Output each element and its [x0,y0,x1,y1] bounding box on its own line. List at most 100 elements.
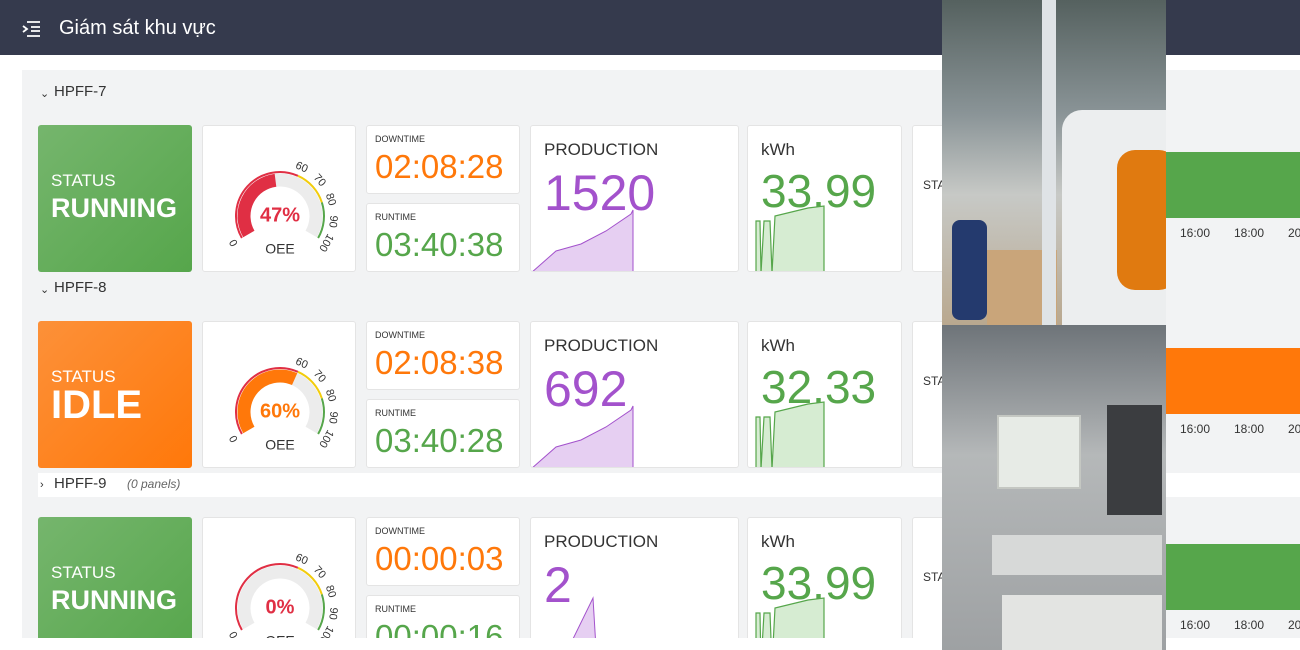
sparkline-area [755,401,825,467]
time-axis-label: 16:00 [1180,618,1211,632]
row-title[interactable]: HPFF-7 [54,83,107,100]
collapse-toggle[interactable]: ⌄ [40,88,50,100]
gauge-threshold [317,594,325,631]
gauge-threshold [235,171,299,239]
status-value: RUNNING [51,585,177,615]
kwh-sparkline [755,205,825,271]
stat-label: STA [923,570,946,584]
production-value: 2 [544,557,572,613]
production-label: PRODUCTION [544,140,659,159]
kwh-panel: kWh 32.33 [747,321,902,468]
gauge-value [237,369,298,434]
gauge-track [237,565,323,630]
runtime-panel: RUNTIME 03:40:38 [366,203,520,272]
time-axis-label: 18:00 [1234,422,1265,436]
status-label: STATUS [51,367,116,386]
gauge-tick-label: 80 [323,192,338,207]
downtime-panel: DOWNTIME 02:08:38 [366,321,520,390]
production-sparkline [532,405,634,467]
kwh-panel: kWh 33.99 [747,517,902,638]
time-axis-label: 20:00 [1288,618,1300,632]
runtime-panel: RUNTIME 00:00:16 [366,595,520,638]
gauge-tick-label: 90 [326,607,339,620]
gauge-tick-label: 100 [316,624,336,638]
gauge-tick-label: 0 [227,629,240,638]
collapse-toggle[interactable]: ⌄ [40,284,50,296]
time-axis-label: 20:00 [1288,422,1300,436]
oee-value: 0% [266,596,295,618]
stat-label: STA [923,178,946,192]
oee-label: OEE [265,241,295,257]
production-panel: PRODUCTION 692 [530,321,739,468]
sparkline-area [755,597,825,638]
downtime-label: DOWNTIME [375,134,425,144]
gauge-tick-label: 90 [326,215,339,228]
runtime-label: RUNTIME [375,212,416,222]
time-axis-label: 16:00 [1180,226,1211,240]
runtime-label: RUNTIME [375,408,416,418]
gauge-value [237,173,277,238]
downtime-label: DOWNTIME [375,330,425,340]
production-panel: PRODUCTION 2 [530,517,739,638]
kwh-label: kWh [761,140,795,159]
sparkline-area [572,596,596,638]
gauge-threshold [297,566,323,595]
runtime-value: 03:40:28 [375,422,504,459]
status-panel: STATUS RUNNING [38,517,192,638]
runtime-value: 00:00:16 [375,618,504,638]
kwh-value: 33.99 [761,165,877,217]
gauge-threshold [235,367,299,435]
gauge-tick-label: 80 [323,584,338,599]
time-axis-label: 16:00 [1180,422,1211,436]
gauge-tick-label: 60 [294,356,310,372]
oee-panel: 0 60 70 80 90 100 47% OEE [202,125,356,272]
gauge-tick-label: 0 [227,433,240,444]
kwh-value: 32.33 [761,361,877,413]
runtime-panel: RUNTIME 03:40:28 [366,399,520,468]
production-panel: PRODUCTION 1520 [530,125,739,272]
status-label: STATUS [51,171,116,190]
downtime-panel: DOWNTIME 02:08:28 [366,125,520,194]
downtime-value: 00:00:03 [375,540,504,577]
row-title[interactable]: HPFF-9 [54,475,107,492]
kwh-sparkline [755,597,825,638]
production-label: PRODUCTION [544,532,659,551]
downtime-value: 02:08:28 [375,148,504,185]
row-title[interactable]: HPFF-8 [54,279,107,296]
time-axis-label: 18:00 [1234,618,1265,632]
status-panel: STATUS IDLE [38,321,192,468]
photo-overlay-top [942,0,1166,325]
sparkline-area [532,405,634,467]
state-timeline-bar [1166,152,1300,218]
gauge-tick-label: 80 [323,388,338,403]
oee-label: OEE [265,437,295,453]
gauge-threshold [297,174,323,203]
runtime-value: 03:40:38 [375,226,504,263]
stat-label: STA [923,374,946,388]
page-title: Giám sát khu vực [59,17,216,39]
time-axis-label: 18:00 [1234,226,1265,240]
production-label: PRODUCTION [544,336,659,355]
menu-icon[interactable] [22,20,42,38]
oee-value: 60% [260,400,300,422]
gauge-threshold [235,563,299,631]
status-label: STATUS [51,563,116,582]
status-value: RUNNING [51,193,177,223]
production-sparkline [572,596,596,638]
state-timeline-bar [1166,348,1300,414]
production-value: 1520 [544,165,656,221]
status-panel: STATUS RUNNING [38,125,192,272]
gauge-tick-label: 90 [326,411,339,424]
collapse-toggle[interactable]: › [40,479,44,491]
oee-label: OEE [265,633,295,638]
sparkline-area [532,209,634,271]
kwh-value: 33.99 [761,557,877,609]
oee-panel: 0 60 70 80 90 100 60% OEE [202,321,356,468]
gauge-threshold [297,370,323,399]
runtime-label: RUNTIME [375,604,416,614]
